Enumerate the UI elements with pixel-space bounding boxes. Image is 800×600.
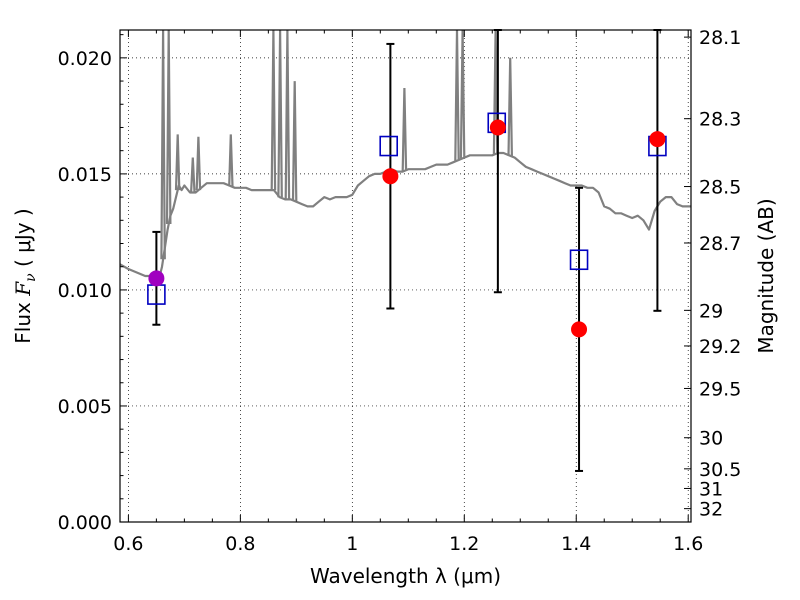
y-tick-label: 0.020 — [58, 48, 112, 70]
emission-line-spike — [277, 29, 283, 198]
observed-flux-point — [148, 270, 165, 287]
emission-line-spike — [190, 157, 196, 193]
emission-line-spike — [160, 29, 166, 260]
model-sed — [119, 29, 691, 280]
y2-tick-label: 28.1 — [699, 27, 741, 49]
x-tick-label: 1.6 — [673, 533, 703, 555]
y-axis-label: Flux Fν ( μJy ) — [11, 208, 39, 343]
x-tick-label: 1.2 — [449, 533, 479, 555]
emission-line-spike — [401, 87, 408, 171]
x-axis-label: Wavelength λ (μm) — [310, 564, 501, 588]
emission-line-spike — [270, 29, 277, 191]
emission-line-spike — [459, 29, 466, 159]
x-tick-label: 1.4 — [561, 533, 591, 555]
y2-axis-label: Magnitude (AB) — [754, 198, 778, 353]
y2-tick-label: 28.5 — [699, 177, 741, 199]
y2-tick-label: 28.7 — [699, 233, 741, 255]
y2-tick-label: 30.5 — [699, 459, 741, 481]
emission-line-spike — [228, 134, 234, 187]
y-tick-label: 0.010 — [58, 280, 112, 302]
x-tick-label: 0.8 — [225, 533, 255, 555]
y2-tick-label: 29.5 — [699, 378, 741, 400]
y-axis-label-post: ( μJy ) — [11, 208, 35, 273]
emission-line-spike — [291, 81, 298, 202]
emission-line-spike — [284, 29, 291, 200]
observed-flux-markers — [148, 119, 666, 338]
y2-tick-label: 28.3 — [699, 109, 741, 131]
y2-tick-label: 32 — [699, 499, 723, 521]
y2-tick-label: 29 — [699, 300, 723, 322]
model-sed-line — [119, 151, 691, 280]
y-axis-label-subscript: ν — [23, 273, 39, 282]
emission-line-spike — [507, 57, 513, 156]
y2-tick-label: 30 — [699, 428, 723, 450]
observed-flux-point — [489, 119, 506, 136]
x-tick-label: 0.6 — [113, 533, 143, 555]
emission-line-spike — [454, 29, 460, 161]
observed-flux-point — [571, 321, 588, 338]
y-tick-label: 0.005 — [58, 396, 112, 418]
y-tick-label: 0.015 — [58, 164, 112, 186]
y-axis-label-symbol: F — [11, 281, 35, 297]
observed-flux-point — [382, 168, 399, 185]
emission-line-spike — [165, 29, 172, 225]
y-axis-label-pre: Flux — [11, 296, 35, 344]
emission-line-spike — [174, 134, 181, 191]
y-tick-label: 0.000 — [58, 512, 112, 534]
emission-line-spike — [195, 136, 202, 191]
model-flux-square — [379, 135, 399, 157]
x-tick-label: 1 — [346, 533, 358, 555]
observed-flux-point — [649, 131, 666, 148]
y2-tick-label: 29.2 — [699, 336, 741, 358]
model-flux-markers — [147, 112, 667, 305]
ticks — [120, 30, 691, 523]
plot-frame — [119, 29, 692, 523]
y2-tick-label: 31 — [699, 478, 723, 500]
model-flux-square — [569, 249, 589, 271]
